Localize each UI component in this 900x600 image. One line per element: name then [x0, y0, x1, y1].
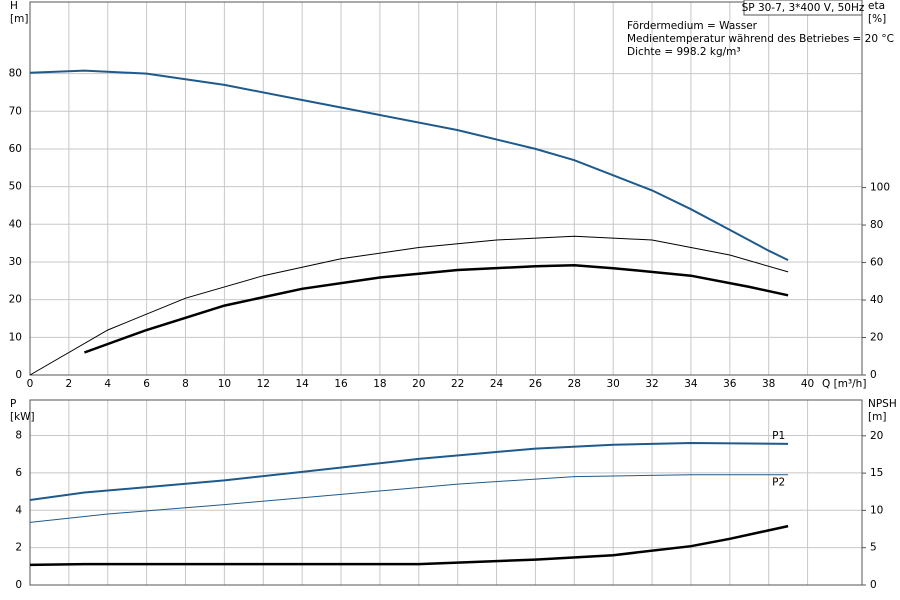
x-tick-label: 4 [104, 378, 111, 390]
y2-tick-label: 20 [870, 332, 883, 344]
x-tick-label: 2 [66, 378, 73, 390]
y-tick-label: 20 [9, 294, 22, 306]
curve [29, 441, 789, 501]
y-tick-label: 10 [9, 331, 22, 343]
annotation: Dichte = 998.2 kg/m³ [627, 46, 741, 58]
y2-axis-label: [m] [868, 411, 886, 423]
y2-tick-label: 10 [870, 504, 883, 516]
y2-tick-label: 60 [870, 257, 883, 269]
y2-tick-label: 100 [870, 182, 890, 194]
y2-tick-label: 80 [870, 219, 883, 231]
y2-tick-label: 15 [870, 467, 883, 479]
x-tick-label: 16 [334, 378, 348, 390]
y-tick-label: 0 [15, 579, 22, 591]
y2-tick-label: 5 [870, 542, 877, 554]
x-tick-label: 22 [451, 378, 464, 390]
y-axis-label: [kW] [10, 411, 35, 423]
y-axis-label: P [10, 398, 16, 410]
series-label: P1 [772, 430, 785, 442]
y-axis-label: [m] [10, 13, 28, 25]
x-axis-label: Q [m³/h] [822, 378, 866, 390]
curve [29, 524, 789, 567]
plot-frame [29, 399, 863, 586]
y-tick-label: 30 [9, 256, 22, 268]
curve [29, 474, 789, 523]
series-label: P2 [772, 477, 785, 489]
y2-tick-label: 0 [870, 579, 877, 591]
y-tick-label: 0 [15, 369, 22, 381]
y-tick-label: 40 [9, 218, 22, 230]
y-tick-label: 2 [15, 542, 22, 554]
x-tick-label: 34 [684, 378, 698, 390]
y2-tick-label: 40 [870, 294, 883, 306]
x-tick-label: 28 [568, 378, 581, 390]
y-tick-label: 8 [15, 430, 22, 442]
x-tick-label: 14 [295, 378, 309, 390]
y-tick-label: 6 [15, 467, 22, 479]
chart-title: SP 30-7, 3*400 V, 50Hz [742, 2, 865, 14]
x-tick-label: 36 [723, 378, 737, 390]
y-tick-label: 50 [9, 181, 22, 193]
y-tick-label: 60 [9, 143, 22, 155]
x-tick-label: 8 [182, 378, 189, 390]
x-tick-label: 38 [762, 378, 775, 390]
y-axis-label: H [10, 0, 18, 12]
curve [29, 69, 789, 261]
y2-tick-label: 0 [870, 369, 877, 381]
annotation: Medientemperatur während des Betriebes =… [627, 33, 894, 45]
y2-axis-label: eta [868, 0, 885, 12]
y-tick-label: 4 [15, 504, 22, 516]
x-tick-label: 24 [490, 378, 504, 390]
x-tick-label: 30 [606, 378, 619, 390]
y2-tick-label: 20 [870, 430, 883, 442]
title-box [743, 0, 863, 16]
x-tick-label: 0 [27, 378, 34, 390]
x-tick-label: 18 [373, 378, 386, 390]
y2-axis-label: NPSH [868, 398, 897, 410]
x-tick-label: 26 [529, 378, 543, 390]
y-tick-label: 80 [9, 68, 22, 80]
curve [29, 235, 789, 376]
plot-frame [29, 1, 863, 376]
curve [83, 264, 789, 354]
y-tick-label: 70 [9, 105, 22, 117]
x-tick-label: 12 [257, 378, 270, 390]
annotation: Fördermedium = Wasser [627, 20, 758, 32]
y2-axis-label: [%] [868, 13, 886, 25]
x-tick-label: 10 [218, 378, 231, 390]
x-tick-label: 40 [801, 378, 814, 390]
x-tick-label: 6 [143, 378, 150, 390]
x-tick-label: 32 [645, 378, 658, 390]
x-tick-label: 20 [412, 378, 425, 390]
